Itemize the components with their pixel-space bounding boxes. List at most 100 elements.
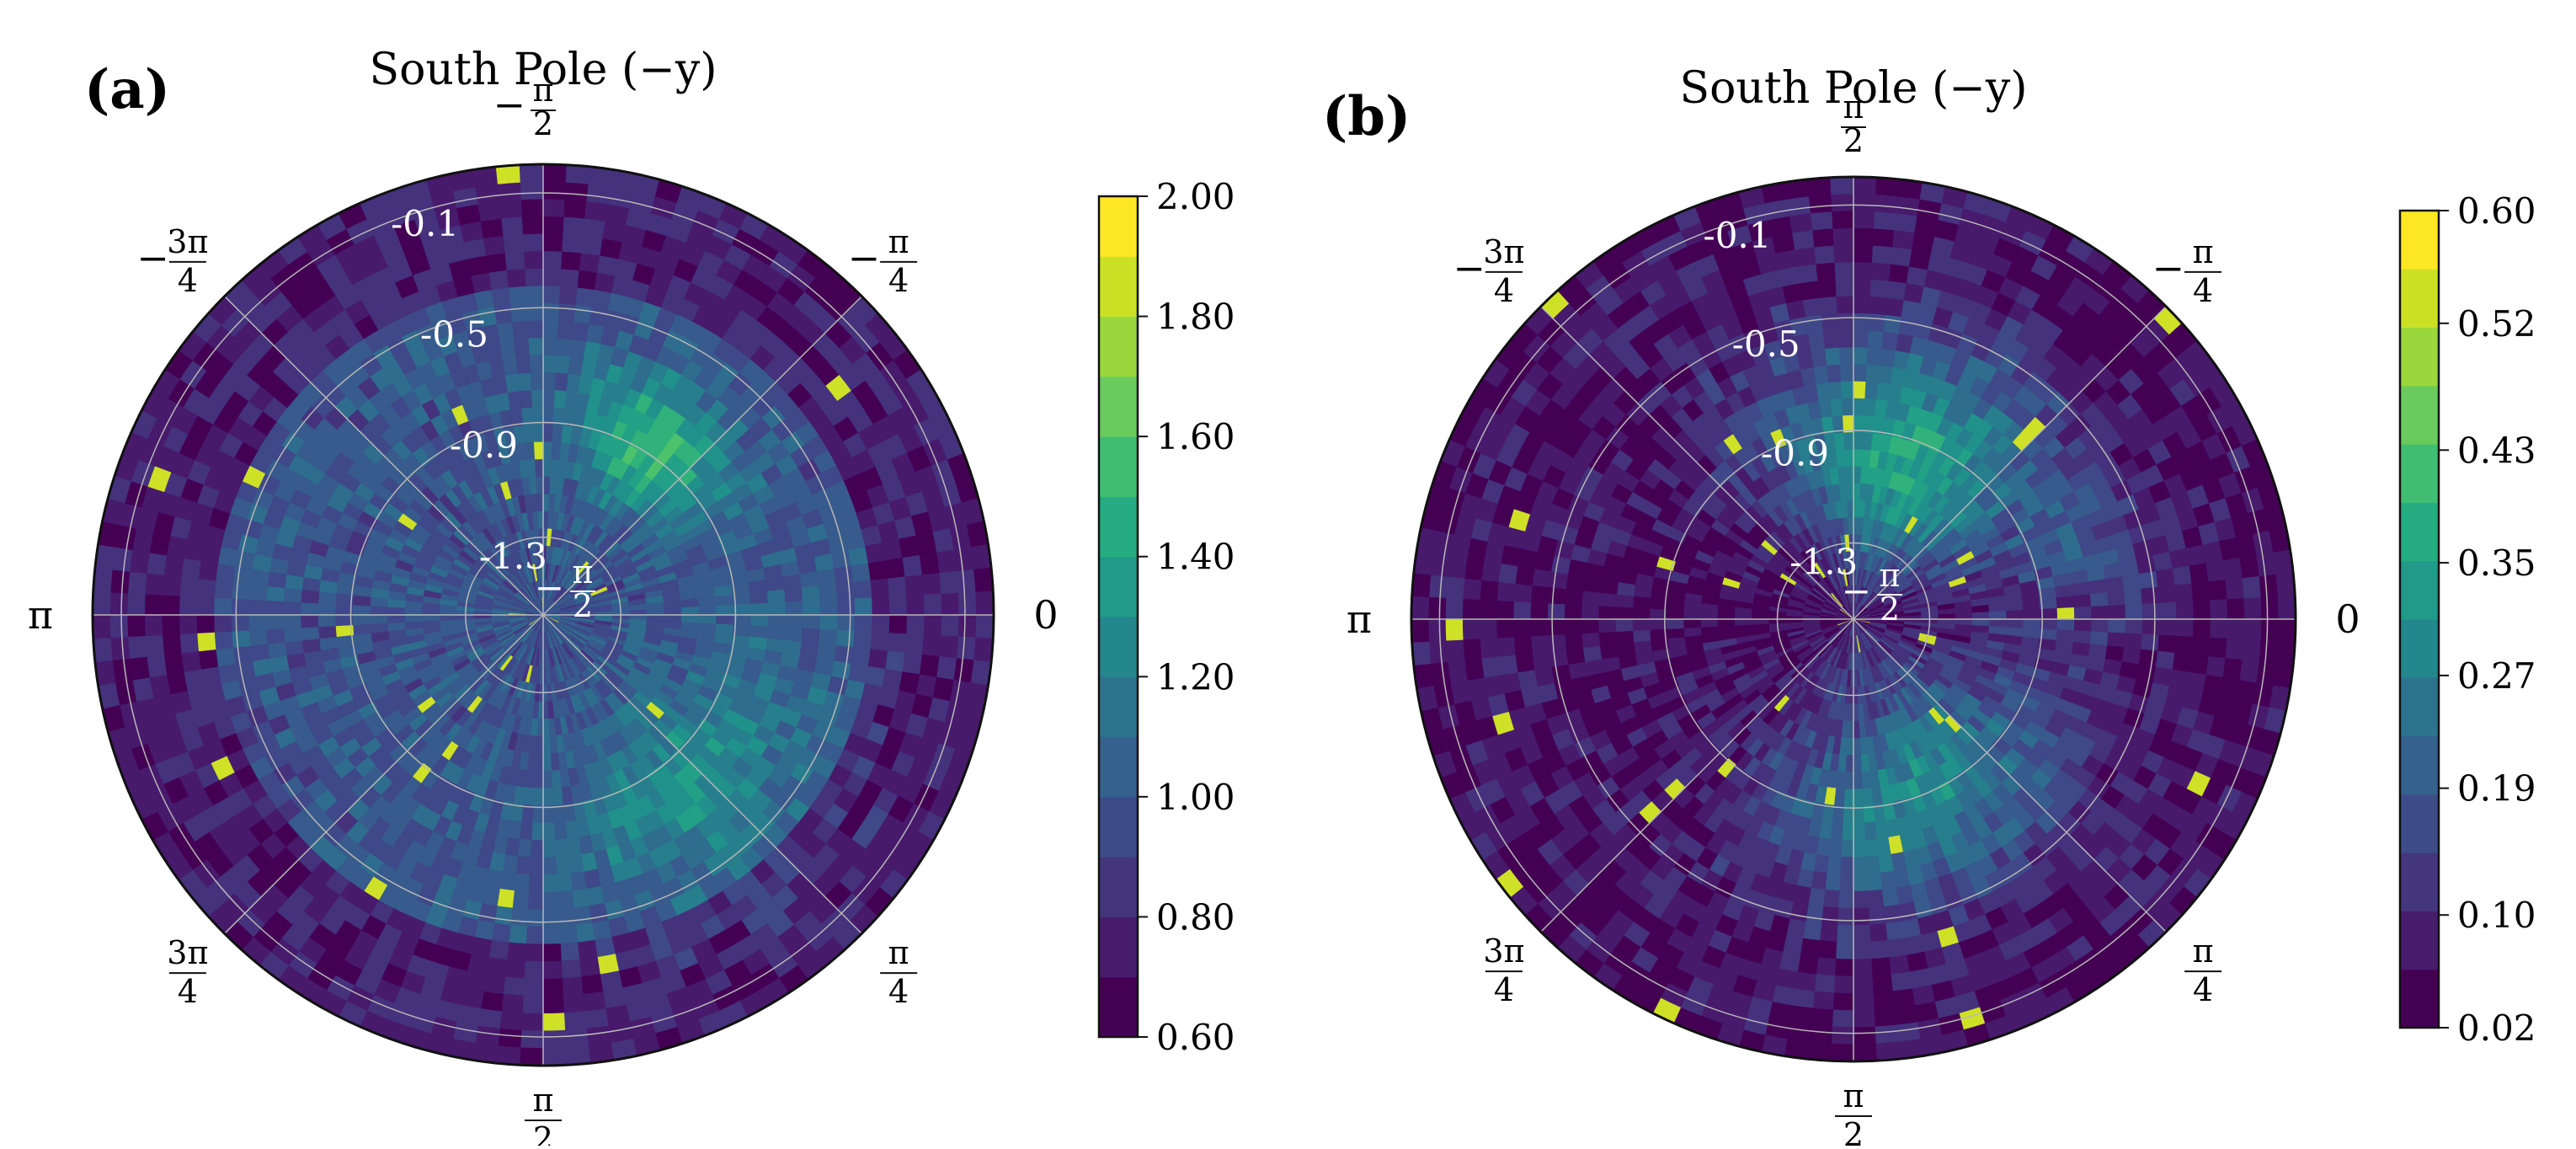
heatmap-cell <box>1843 789 1853 806</box>
heatmap-cell <box>110 615 128 638</box>
heatmap-cell <box>557 321 573 339</box>
heatmap-cell <box>515 874 530 892</box>
heatmap-cell <box>905 575 924 596</box>
heatmap-cell <box>543 996 564 1013</box>
heatmap-cell <box>112 659 132 683</box>
heatmap-cell <box>579 253 600 272</box>
heatmap-cell <box>836 630 855 647</box>
heatmap-cell <box>508 391 521 409</box>
heatmap-cell <box>868 561 888 581</box>
heatmap-cell <box>284 588 302 602</box>
heatmap-cell <box>232 630 250 647</box>
heatmap-cell <box>802 586 820 601</box>
heatmap-cell <box>523 425 534 442</box>
heatmap-cell <box>533 788 543 805</box>
heatmap-cell <box>941 593 959 615</box>
heatmap-cell <box>1842 398 1853 416</box>
heatmap-cell <box>145 574 163 596</box>
heatmap-cell <box>837 615 855 631</box>
heatmap-cell <box>543 961 563 979</box>
heatmap-cell <box>1853 789 1864 806</box>
heatmap-cell <box>181 558 200 579</box>
heatmap-cell <box>786 615 803 628</box>
heatmap-cell <box>564 200 587 218</box>
heatmap-cell <box>2055 585 2073 598</box>
heatmap-cell <box>1581 605 1599 619</box>
heatmap-cell <box>199 561 218 581</box>
heatmap-cell <box>525 943 543 961</box>
heatmap-cell <box>784 588 803 602</box>
heatmap-cell <box>559 286 577 305</box>
heatmap-cell <box>127 615 145 637</box>
heatmap-cell <box>521 199 543 216</box>
heatmap-cell <box>535 753 543 771</box>
heatmap-cell <box>1875 820 1888 839</box>
heatmap-cell <box>1866 365 1880 382</box>
heatmap-cell <box>353 605 371 615</box>
heatmap-cell <box>578 270 598 290</box>
heatmap-cell <box>93 591 110 615</box>
heatmap-cell <box>543 320 558 338</box>
heatmap-cell <box>2006 610 2023 619</box>
heatmap-cell <box>555 372 568 391</box>
heatmap-cell <box>1863 788 1874 806</box>
heatmap-cell <box>2074 607 2092 619</box>
heatmap-cell <box>1814 366 1829 384</box>
heatmap-cell <box>533 425 543 442</box>
heatmap-cell <box>164 653 184 675</box>
heatmap-cell <box>476 1026 500 1046</box>
heatmap-cell <box>543 216 564 234</box>
heatmap-cell <box>483 975 505 994</box>
heatmap-cell <box>2006 601 2024 612</box>
heatmap-cell <box>698 596 716 607</box>
heatmap-cell <box>1862 772 1872 789</box>
heatmap-cell <box>1972 612 1989 619</box>
polar-chart-b: (b) South Pole (−y) π 2 − π 2 0−π4−3π4π3… <box>1288 0 2576 1146</box>
heatmap-cell <box>147 655 167 677</box>
heatmap-cell <box>1735 619 1752 625</box>
heatmap-cell <box>498 1029 521 1048</box>
heatmap-cell <box>566 1046 590 1066</box>
heatmap-cell <box>353 624 371 635</box>
heatmap-cell <box>543 874 557 892</box>
heatmap-cell <box>920 655 940 677</box>
heatmap-cell <box>889 615 907 634</box>
heatmap-cell <box>543 1030 566 1048</box>
heatmap-cell <box>570 872 586 891</box>
colorbar-tick-label: 1.80 <box>1156 297 1235 338</box>
heatmap-cell <box>197 632 216 651</box>
heatmap-cell <box>529 338 543 355</box>
heatmap-cell <box>512 890 528 909</box>
heatmap-cell <box>215 580 233 598</box>
heatmap-cell <box>249 629 268 645</box>
heatmap-cell <box>836 582 855 599</box>
heatmap-cell <box>716 615 733 625</box>
heatmap-cell <box>301 590 319 603</box>
heatmap-cell <box>2090 592 2108 607</box>
heatmap-cell <box>520 1048 543 1066</box>
heatmap-cell <box>266 586 285 601</box>
heatmap-cell <box>2088 580 2107 595</box>
heatmap-cell <box>1717 619 1734 626</box>
heatmap-cell <box>216 564 235 582</box>
heatmap-cell <box>528 892 543 910</box>
heatmap-cell <box>266 601 284 615</box>
heatmap-cell <box>512 321 528 339</box>
heatmap-cell <box>1717 612 1734 619</box>
heatmap-cell <box>128 571 147 594</box>
panel-label: (b) <box>1322 85 1411 148</box>
heatmap-cell <box>2057 607 2075 619</box>
heatmap-cell <box>318 591 337 604</box>
heatmap-cell <box>531 840 543 858</box>
heatmap-cell <box>530 858 543 875</box>
colorbar-tick-label: 1.00 <box>1156 777 1235 818</box>
colorbar-segment <box>1099 737 1138 798</box>
heatmap-cell <box>353 615 371 625</box>
heatmap-cell <box>768 615 786 628</box>
heatmap-cell <box>527 459 536 477</box>
heatmap-cell <box>233 646 253 664</box>
heatmap-cell <box>1840 364 1853 382</box>
heatmap-cell <box>888 577 906 597</box>
heatmap-cell <box>543 979 563 997</box>
heatmap-cell <box>557 874 572 892</box>
